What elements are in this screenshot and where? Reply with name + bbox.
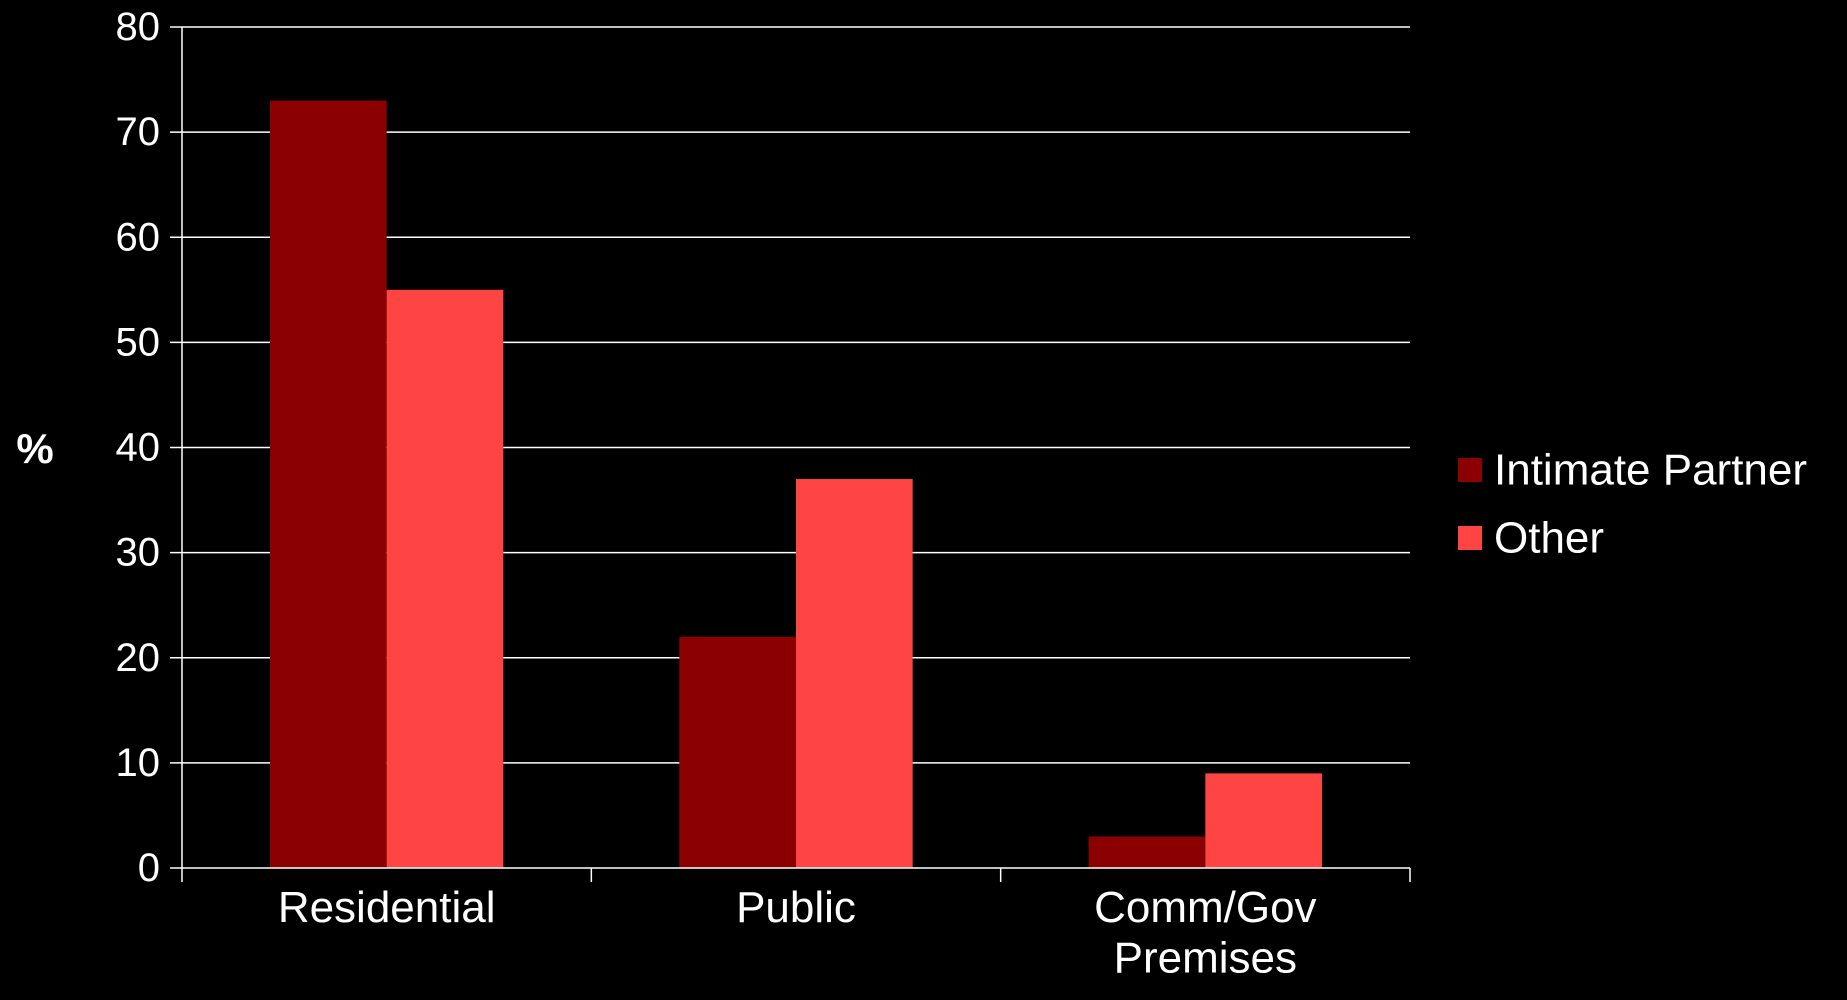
x-tick-label: Residential <box>278 883 496 932</box>
bar-other <box>386 289 504 868</box>
x-tick-label: Comm/Gov Premises <box>1094 883 1316 983</box>
legend-swatch-other <box>1458 526 1482 550</box>
bar-intimate-partner <box>1088 836 1206 868</box>
x-tick-labels: Residential Public Comm/Gov Premises <box>278 883 1317 983</box>
y-tick-label: 60 <box>116 215 161 259</box>
y-tick-label: 0 <box>138 846 160 890</box>
legend-label: Intimate Partner <box>1494 446 1807 495</box>
legend: Intimate Partner Other <box>1458 446 1807 563</box>
y-tick-label: 40 <box>116 426 161 470</box>
bar-intimate-partner <box>270 100 387 868</box>
bar-other <box>1205 773 1322 868</box>
y-tick-label: 70 <box>116 110 161 154</box>
legend-label: Other <box>1494 514 1604 563</box>
y-tick-label: 10 <box>116 741 161 785</box>
y-tick-label: 80 <box>116 5 161 49</box>
y-axis-label: % <box>16 425 53 472</box>
x-tick-label-line: Premises <box>1114 934 1297 983</box>
bar-other <box>796 479 913 868</box>
y-tick-label: 50 <box>116 320 161 364</box>
bars <box>270 100 1322 868</box>
x-tick-label-line: Comm/Gov <box>1094 883 1316 932</box>
y-tick-label: 20 <box>116 636 161 680</box>
axes <box>170 26 1411 882</box>
y-tick-label: 30 <box>116 531 161 575</box>
x-tick-label: Public <box>736 883 856 932</box>
x-tick-label-line: Residential <box>278 883 496 932</box>
y-tick-labels: 0 10 20 30 40 50 60 70 80 <box>116 5 161 890</box>
bar-intimate-partner <box>679 636 796 868</box>
legend-swatch-intimate-partner <box>1458 458 1482 482</box>
x-tick-label-line: Public <box>736 883 856 932</box>
